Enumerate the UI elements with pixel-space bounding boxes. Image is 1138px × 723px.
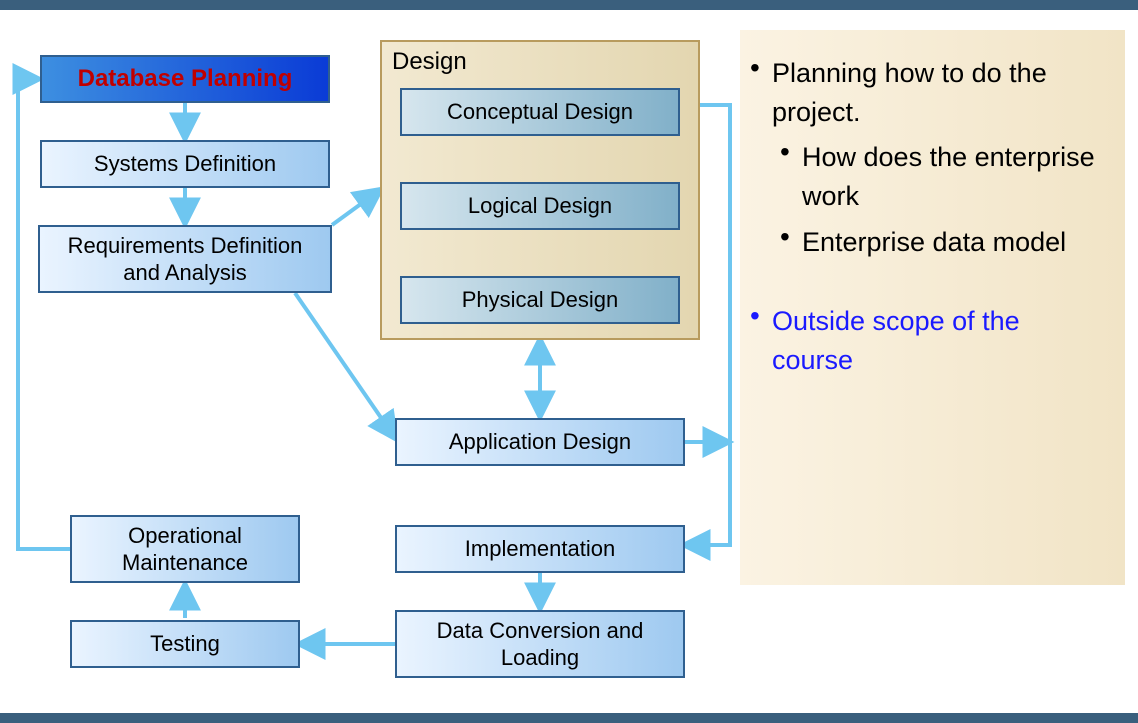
node-label: Data Conversion and Loading [405,617,675,672]
node-planning: Database Planning [40,55,330,103]
note-text: Outside scope of the course [772,306,1020,375]
node-testing: Testing [70,620,300,668]
top-bar [0,0,1138,10]
node-label: Physical Design [462,286,619,314]
node-label: Requirements Definition and Analysis [48,232,322,287]
node-label: Testing [150,630,220,658]
note-text: Enterprise data model [802,227,1066,257]
node-conceptual: Conceptual Design [400,88,680,136]
node-sysdef: Systems Definition [40,140,330,188]
bottom-bar [0,713,1138,723]
node-reqs: Requirements Definition and Analysis [38,225,332,293]
node-label: Database Planning [78,64,293,94]
node-physical: Physical Design [400,276,680,324]
node-logical: Logical Design [400,182,680,230]
node-appdesign: Application Design [395,418,685,466]
arrow-2 [332,190,380,225]
note-sublist: How does the enterprise work Enterprise d… [780,138,1105,261]
node-label: Application Design [449,428,631,456]
note-subbullet: How does the enterprise work [780,138,1105,216]
node-label: Implementation [465,535,615,563]
note-subbullet: Enterprise data model [780,223,1105,262]
flowchart: Design Database Planning Systems Definiti… [0,10,740,713]
note-text: How does the enterprise work [802,142,1095,211]
node-label: Systems Definition [94,150,276,178]
node-impl: Implementation [395,525,685,573]
note-bullet: Outside scope of the course [750,302,1105,380]
note-text: Planning how to do the project. [772,58,1047,127]
node-label: Logical Design [468,192,612,220]
node-label: Conceptual Design [447,98,633,126]
note-bullet: Planning how to do the project. [750,54,1105,132]
node-opmaint: Operational Maintenance [70,515,300,583]
node-label: Operational Maintenance [80,522,290,577]
notes-list: Planning how to do the project. How does … [750,54,1105,380]
node-dataconv: Data Conversion and Loading [395,610,685,678]
design-group-title: Design [392,48,688,76]
notes-panel: Planning how to do the project. How does … [740,30,1125,585]
